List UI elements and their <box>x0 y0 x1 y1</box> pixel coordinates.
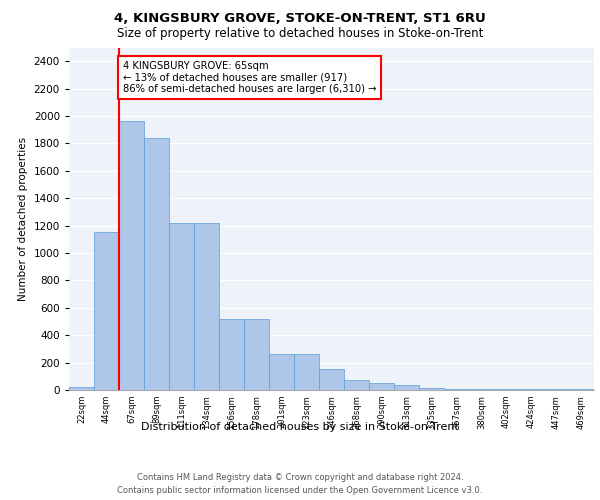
Bar <box>569 388 594 390</box>
Bar <box>344 380 369 390</box>
Bar <box>319 369 344 390</box>
Bar <box>444 388 469 390</box>
Bar <box>144 138 169 390</box>
Text: Size of property relative to detached houses in Stoke-on-Trent: Size of property relative to detached ho… <box>117 28 483 40</box>
Bar <box>294 354 319 390</box>
Bar <box>394 384 419 390</box>
Bar <box>269 354 294 390</box>
Bar <box>119 122 144 390</box>
Bar <box>494 388 519 390</box>
Bar <box>469 388 494 390</box>
Bar <box>94 232 119 390</box>
Bar <box>219 320 244 390</box>
Text: Contains HM Land Registry data © Crown copyright and database right 2024.: Contains HM Land Registry data © Crown c… <box>137 472 463 482</box>
Text: Contains public sector information licensed under the Open Government Licence v3: Contains public sector information licen… <box>118 486 482 495</box>
Text: 4, KINGSBURY GROVE, STOKE-ON-TRENT, ST1 6RU: 4, KINGSBURY GROVE, STOKE-ON-TRENT, ST1 … <box>114 12 486 26</box>
Bar <box>369 383 394 390</box>
Bar <box>419 388 444 390</box>
Y-axis label: Number of detached properties: Number of detached properties <box>18 136 28 301</box>
Bar <box>169 223 194 390</box>
Bar <box>69 386 94 390</box>
Bar <box>244 320 269 390</box>
Text: Distribution of detached houses by size in Stoke-on-Trent: Distribution of detached houses by size … <box>141 422 459 432</box>
Text: 4 KINGSBURY GROVE: 65sqm
← 13% of detached houses are smaller (917)
86% of semi-: 4 KINGSBURY GROVE: 65sqm ← 13% of detach… <box>123 61 376 94</box>
Bar <box>194 223 219 390</box>
